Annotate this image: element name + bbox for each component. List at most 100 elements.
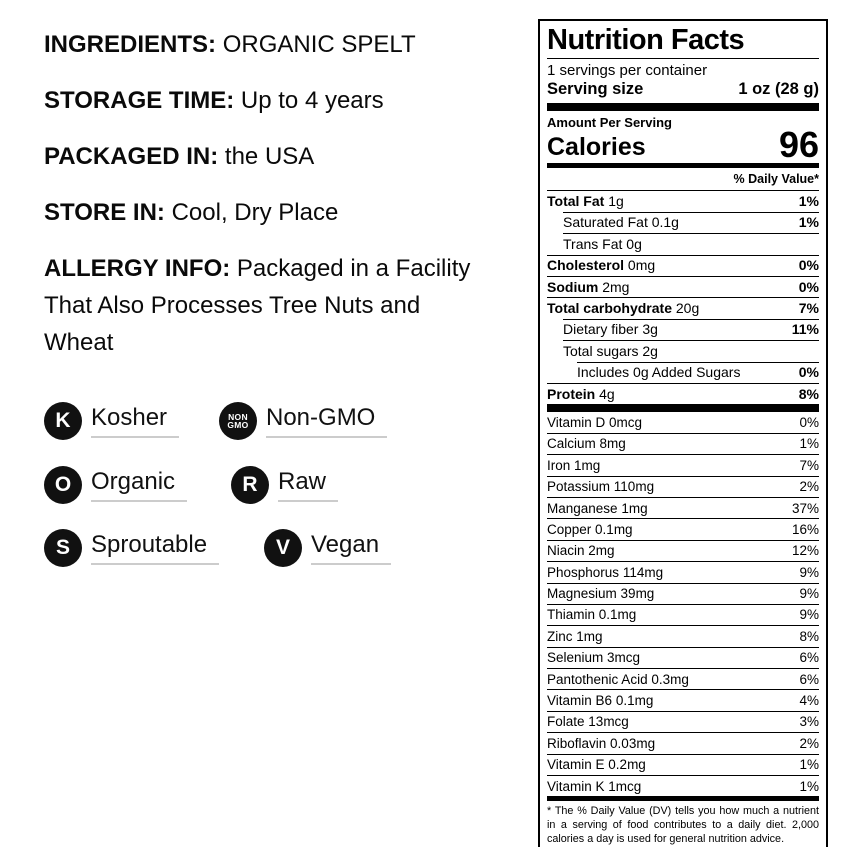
allergy-info-line: ALLERGY INFO: Packaged in a Facility Tha… (44, 250, 496, 361)
daily-value-header: % Daily Value* (733, 172, 819, 187)
badge-raw-label[interactable]: Raw (278, 468, 339, 502)
vitamin-row-vitamin-d: Vitamin D 0mcg 0% (547, 412, 819, 432)
vitamin-dv: 8% (799, 628, 819, 644)
nutrient-dv: 8% (798, 385, 819, 402)
vitamin-row-folate: Folate 13mcg 3% (547, 710, 819, 732)
raw-icon-letter: R (242, 473, 258, 496)
vitamin-name: Copper (547, 521, 592, 537)
vitamin-amount: 0.1mg (615, 693, 654, 709)
nutrient-name: Cholesterol (547, 257, 625, 274)
vitamin-dv: 1% (799, 778, 819, 794)
nutrient-amount: 3g (642, 321, 658, 338)
vitamin-name: Calcium (547, 436, 596, 452)
nutrient-row-total-sugars: Total sugars 2g (563, 340, 819, 361)
nutrient-row-sodium: Sodium 2mg 0% (547, 276, 819, 297)
vitamin-dv: 12% (791, 543, 819, 559)
vitamin-row-copper: Copper 0.1mg 16% (547, 518, 819, 539)
vitamin-amount: 8mg (599, 436, 626, 452)
vitamin-name: Iron (547, 457, 571, 473)
sproutable-icon-letter: S (55, 536, 70, 559)
badge-raw: R Raw (231, 466, 339, 504)
vitamin-row-thiamin: Thiamin 0.1mg 9% (547, 603, 819, 625)
vitamin-row-vitamin-b6: Vitamin B6 0.1mg 4% (547, 689, 819, 710)
vitamin-amount: 1mg (576, 628, 603, 644)
vitamin-row-selenium: Selenium 3mcg 6% (547, 646, 819, 668)
medium-divider (547, 796, 819, 802)
raw-icon: R (231, 466, 269, 504)
vitamin-dv: 2% (799, 479, 819, 495)
badge-non-gmo-label[interactable]: Non-GMO (266, 404, 388, 438)
vitamin-dv: 9% (799, 607, 819, 623)
nutrient-name: Saturated Fat (563, 214, 648, 231)
badge-kosher: K Kosher (44, 402, 180, 440)
organic-icon-letter: O (54, 473, 72, 496)
amount-per-serving: Amount Per Serving (547, 115, 672, 131)
nutrient-name: Sodium (547, 278, 599, 295)
store-in-label: STORE IN: (44, 199, 165, 226)
vitamin-amount: 0mcg (609, 414, 643, 430)
nutrient-dv: 0% (798, 257, 819, 274)
vitamin-row-niacin: Niacin 2mg 12% (547, 539, 819, 561)
vitamin-dv: 9% (799, 586, 819, 602)
vitamin-dv: 4% (799, 693, 819, 709)
daily-value-footnote: * The % Daily Value (DV) tells you how m… (547, 805, 819, 846)
nutrient-dv: 1% (798, 193, 819, 210)
vitamin-row-phosphorus: Phosphorus 114mg 9% (547, 561, 819, 582)
badge-organic-label[interactable]: Organic (91, 468, 188, 502)
packaged-in-label: PACKAGED IN: (44, 143, 219, 170)
ingredients-line: INGREDIENTS: ORGANIC SPELT (44, 26, 496, 63)
vitamin-name: Zinc (547, 628, 573, 644)
vitamin-amount: 0.1mg (595, 521, 633, 537)
vitamin-name: Vitamin K (547, 778, 605, 794)
vitamin-amount: 1mcg (608, 778, 642, 794)
sproutable-icon: S (44, 529, 82, 567)
organic-icon: O (44, 466, 82, 504)
nutrient-row-saturated-fat: Saturated Fat 0.1g 1% (563, 211, 819, 233)
non-gmo-icon-bottom: GMO (227, 420, 249, 430)
badge-vegan-label[interactable]: Vegan (311, 531, 392, 565)
vitamin-amount: 0.03mg (610, 735, 656, 751)
vitamin-dv: 37% (791, 500, 819, 516)
badge-kosher-label[interactable]: Kosher (91, 404, 180, 438)
nutrient-amount: 20g (675, 300, 700, 317)
storage-time-line: STORAGE TIME: Up to 4 years (44, 82, 496, 119)
vitamin-name: Vitamin B6 (547, 693, 613, 709)
medium-divider (547, 163, 819, 169)
nutrient-amount: 0g (626, 235, 642, 252)
badge-sproutable-label[interactable]: Sproutable (91, 531, 220, 565)
vitamin-row-iron: Iron 1mg 7% (547, 454, 819, 475)
vitamin-dv: 7% (799, 457, 819, 473)
serving-size-row: Serving size 1 oz (28 g) (547, 79, 819, 103)
nutrient-amount: 4g (599, 385, 615, 402)
vitamin-name: Vitamin E (547, 757, 605, 773)
vitamin-amount: 110mg (613, 479, 655, 495)
nutrient-amount: 0.1g (651, 214, 679, 231)
ingredients-label: INGREDIENTS: (44, 31, 217, 58)
vitamin-row-potassium: Potassium 110mg 2% (547, 475, 819, 497)
vitamin-dv: 0% (799, 414, 819, 430)
vitamin-dv: 3% (799, 714, 819, 730)
nutrient-row-dietary-fiber: Dietary fiber 3g 11% (563, 318, 819, 340)
packaged-in-value: the USA (224, 143, 315, 170)
vitamin-name: Riboflavin (547, 735, 607, 751)
non-gmo-icon-top: NON (228, 411, 248, 422)
vitamin-name: Potassium (547, 479, 611, 495)
nutrient-dv: 0% (798, 364, 819, 381)
badge-sproutable: S Sproutable (44, 529, 220, 567)
vitamin-dv: 6% (799, 650, 819, 666)
vitamin-row-magnesium: Magnesium 39mg 9% (547, 582, 819, 604)
vitamin-amount: 13mcg (588, 714, 629, 730)
nutrient-name: Total sugars (563, 342, 639, 359)
calories-value: 96 (778, 124, 819, 166)
non-gmo-icon: NON GMO (219, 402, 257, 440)
nutrient-name: Trans Fat (563, 235, 623, 252)
vitamin-amount: 0.1mg (598, 607, 637, 623)
calories-label: Calories (547, 133, 646, 162)
nutrition-facts-title: Nutrition Facts (547, 24, 745, 56)
badge-vegan: V Vegan (264, 529, 392, 567)
badge-organic: O Organic (44, 466, 188, 504)
nutrient-amount: 2mg (602, 278, 630, 295)
thick-divider (547, 103, 819, 112)
allergy-info-value: Packaged in a Facility That Also Process… (44, 255, 471, 356)
